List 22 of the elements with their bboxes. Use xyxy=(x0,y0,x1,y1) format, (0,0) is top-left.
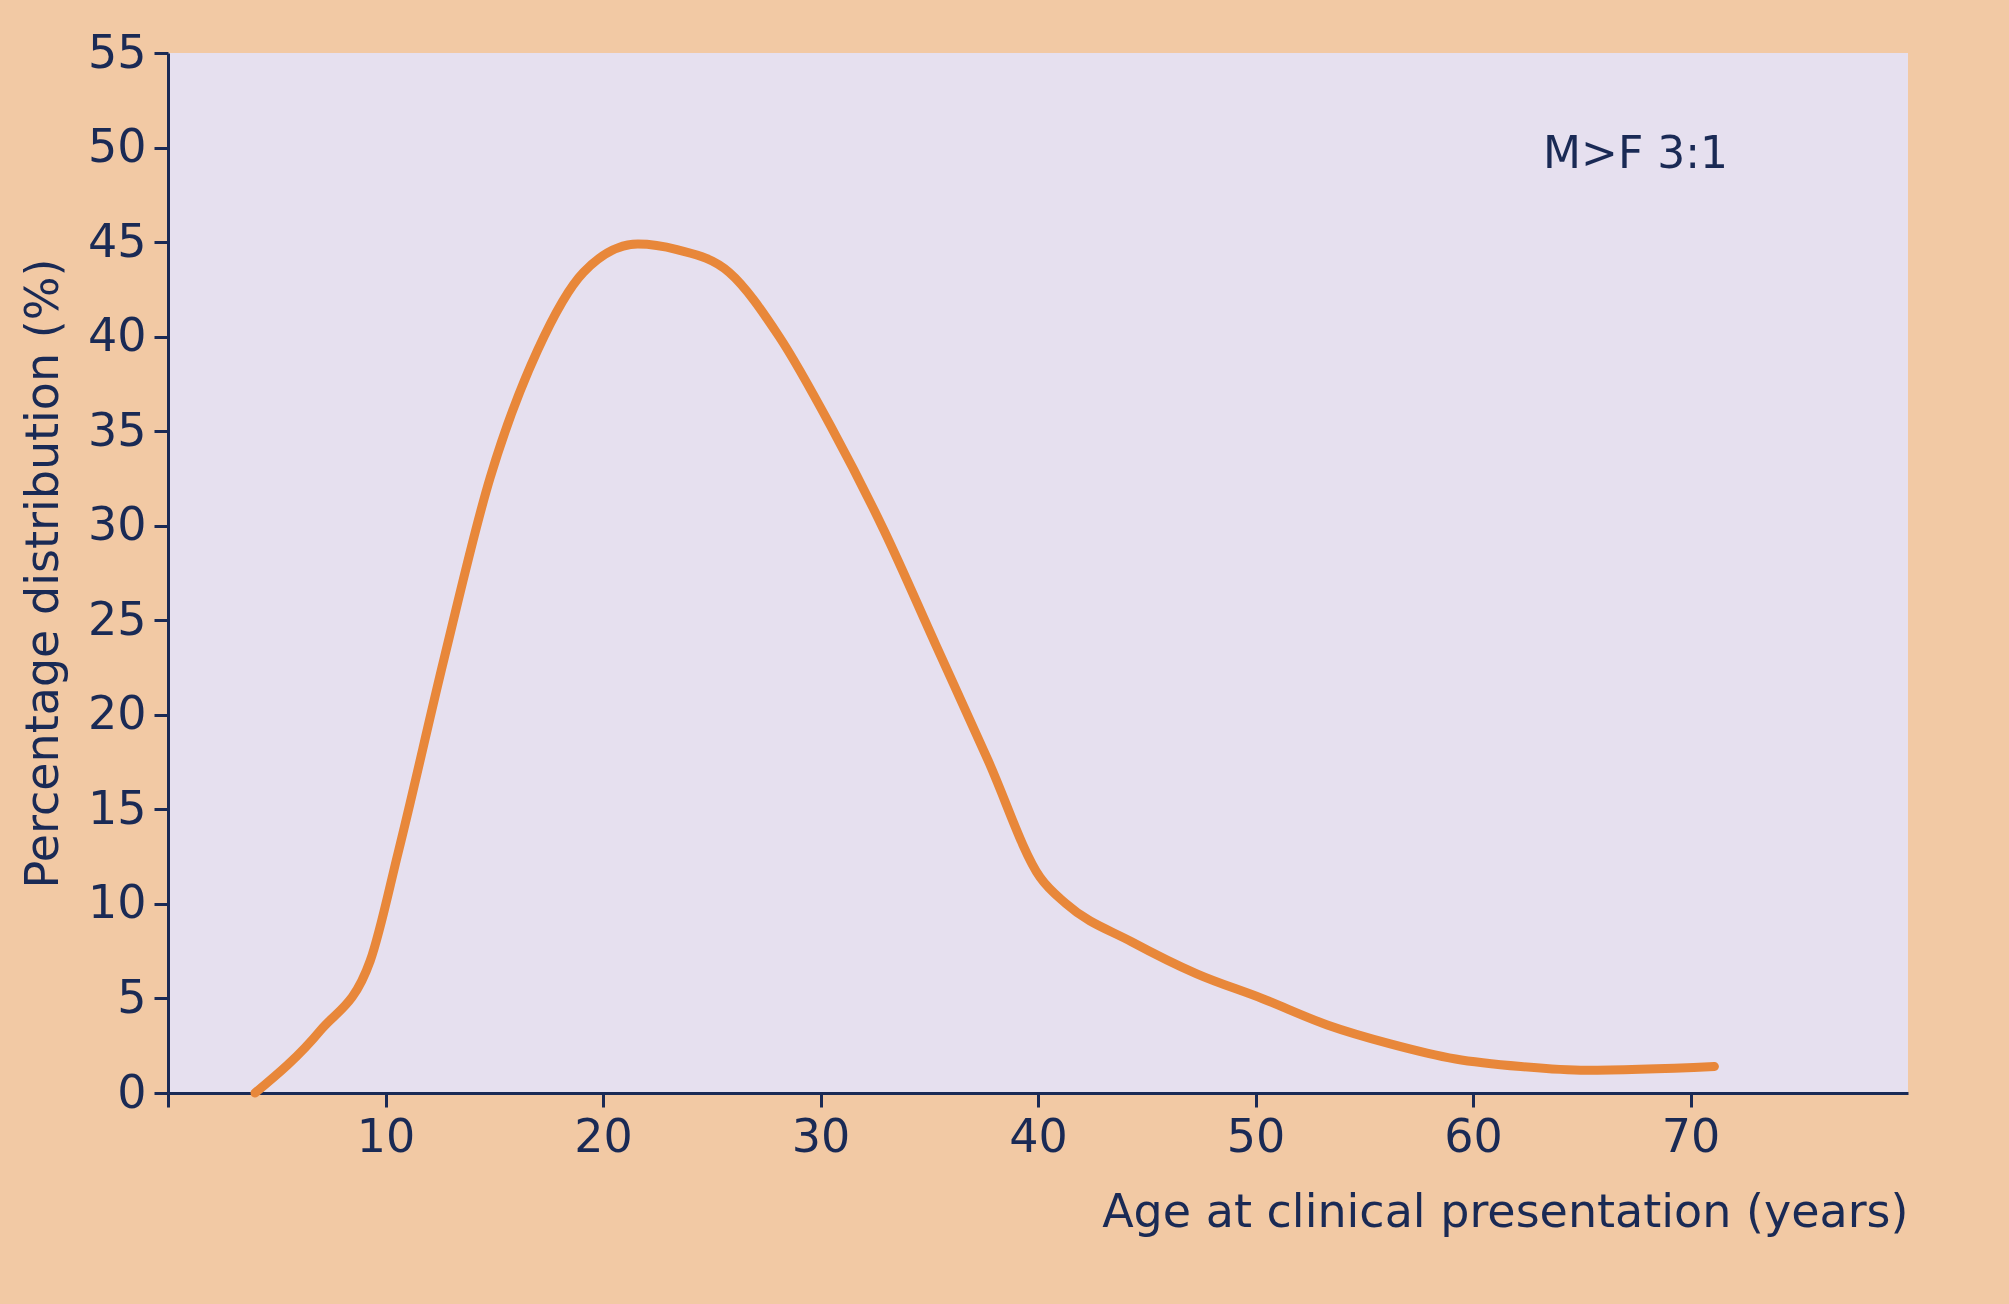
y-tick-label: 25 xyxy=(87,591,147,646)
y-tick-label: 10 xyxy=(87,875,147,930)
y-tick-label: 5 xyxy=(117,969,147,1024)
y-tick-label: 40 xyxy=(87,308,147,363)
x-tick-label: 10 xyxy=(356,1108,416,1163)
y-tick-label: 20 xyxy=(87,686,147,741)
x-tick-label: 30 xyxy=(791,1108,851,1163)
y-tick-label: 30 xyxy=(87,497,147,552)
y-tick-label: 50 xyxy=(87,119,147,174)
x-tick-label: 40 xyxy=(1009,1108,1068,1163)
y-axis-title: Percentage distribution (%) xyxy=(14,258,69,889)
x-tick-label: 20 xyxy=(574,1108,633,1163)
x-axis-title: Age at clinical presentation (years) xyxy=(1102,1183,1909,1238)
x-tick-label: 60 xyxy=(1444,1108,1503,1163)
x-tick-label: 70 xyxy=(1661,1108,1721,1163)
y-tick-label: 15 xyxy=(87,780,147,835)
x-tick-label: 50 xyxy=(1226,1108,1286,1163)
y-tick-label: 55 xyxy=(87,24,147,79)
y-tick-label: 0 xyxy=(117,1064,147,1119)
y-tick-label: 35 xyxy=(87,402,147,457)
annotation: M>F 3:1 xyxy=(1543,127,1728,178)
y-tick-label: 45 xyxy=(87,213,147,268)
